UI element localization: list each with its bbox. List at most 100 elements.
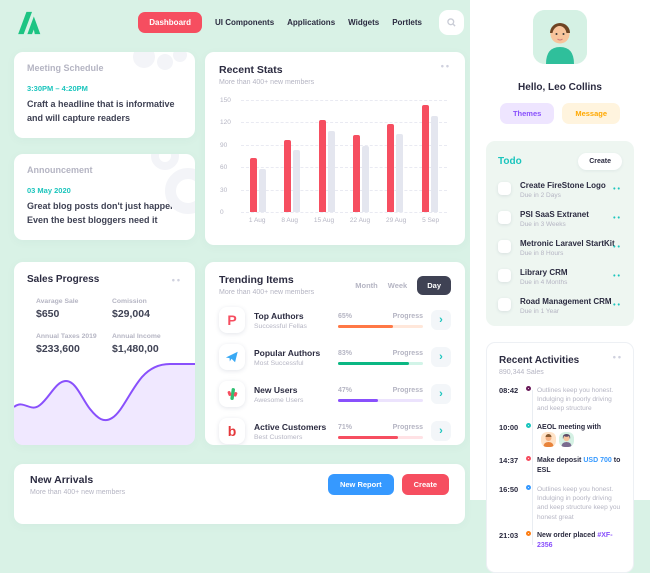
create-button[interactable]: Create [401,474,449,495]
trending-items-card: Trending Items More than 400+ new member… [205,262,465,445]
nav-item-widgets[interactable]: Widgets [348,18,380,27]
decorative-ring [151,154,179,170]
activity-item: 14:37 Make deposit USD 700 to ESL [499,456,621,475]
progress-track [338,398,423,402]
activity-item: 10:00 AEOL meeting with [499,422,623,448]
todo-item: Metronic Laravel StartKit Due in 8 Hours [498,239,622,257]
progress-track [338,435,423,439]
timeline-bullet-icon [526,485,531,491]
x-tick: 5 Sep [422,217,440,224]
new-report-button[interactable]: New Report [327,474,394,495]
sales-area-sparkline [14,363,195,445]
bar-group [387,100,404,212]
activity-timeline: 08:42 Outlines keep you honest. Indulgin… [499,386,623,551]
row-arrow-button[interactable] [431,310,451,330]
percent-label: 47% [338,386,353,394]
todo-options-icon[interactable] [613,302,620,309]
activity-item: 16:50 Outlines keep you honest. Indulgin… [499,485,621,521]
percent-label: 71% [338,423,353,431]
row-arrow-button[interactable] [431,384,451,404]
new-arrivals-card: New Arrivals More than 400+ new members … [14,464,465,524]
card-title: Trending Items [219,274,294,286]
percent-label: 65% [338,312,353,320]
bar-series [241,100,447,212]
nav-item-portlets[interactable]: Portlets [392,18,422,27]
decorative-ring [165,168,195,214]
y-tick: 60 [220,164,228,172]
nav-item-dashboard[interactable]: Dashboard [138,12,203,33]
greeting-text: Hello, Leo Collins [518,82,602,93]
search-button[interactable] [439,10,464,35]
progress-track [338,324,423,328]
todo-item: Road Management CRM Due in 1 Year [498,297,622,315]
todo-checkbox[interactable] [498,182,511,195]
bar-group [318,100,335,212]
card-title: New Arrivals [30,474,94,486]
chevron-right-icon [439,426,443,437]
card-subtitle: More than 400+ new members [219,289,315,296]
row-arrow-button[interactable] [431,421,451,441]
todo-create-button[interactable]: Create [578,153,622,170]
more-options-icon[interactable] [613,355,623,376]
todo-checkbox[interactable] [498,240,511,253]
tab-month[interactable]: Month [355,280,378,290]
attendee-avatar [541,432,556,448]
card-title: Recent Stats [219,64,283,76]
telegram-icon [219,344,245,370]
more-options-icon[interactable] [441,64,451,86]
announcement-text: Great blog posts don't just happen Even … [27,201,176,225]
card-subtitle: 890,344 Sales [499,369,544,376]
message-button[interactable]: Message [562,103,621,124]
stat-comission: Comission $29,004 [112,298,150,320]
bar-group [421,100,438,212]
todo-item: Create FireStone Logo Due in 2 Days [498,181,622,199]
y-tick: 150 [220,97,231,104]
todo-checkbox[interactable] [498,211,511,224]
bar-chart: 150 120 90 60 30 0 [220,97,447,216]
todo-options-icon[interactable] [613,186,620,193]
progress-label: Progress [392,386,423,394]
y-tick: 0 [220,209,224,216]
progress-label: Progress [392,349,423,357]
tab-day[interactable]: Day [417,275,451,295]
todo-checkbox[interactable] [498,269,511,282]
todo-card: Todo Create Create FireStone Logo Due in … [486,141,634,326]
card-title: Recent Activities [499,355,580,366]
activity-item: 08:42 Outlines keep you honest. Indulgin… [499,386,614,413]
nav-item-ui-components[interactable]: UI Components [215,18,275,27]
more-options-icon[interactable] [172,278,182,282]
nav-item-applications[interactable]: Applications [287,18,336,27]
todo-options-icon[interactable] [613,215,620,222]
brand-logo-icon [18,11,41,34]
row-subtitle: Successful Fellas [254,322,307,330]
progress-track [338,361,423,365]
progress-fill [338,361,409,365]
row-arrow-button[interactable] [431,347,451,367]
card-title: Sales Progress [27,274,100,285]
stat-annual-income: Annual Income $1,480,00 [112,333,161,355]
deposit-amount-link[interactable]: USD 700 [583,457,612,465]
card-title: Meeting Schedule [27,63,104,73]
todo-options-icon[interactable] [613,273,620,280]
todo-options-icon[interactable] [613,244,620,251]
tab-week[interactable]: Week [387,280,408,290]
right-sidebar: Hello, Leo Collins Themes Message Todo C… [470,0,650,573]
sales-progress-card: Sales Progress Avarage Sale $650 Comissi… [14,262,195,445]
todo-item: PSI SaaS Extranet Due in 3 Weeks [498,210,622,228]
trending-row-new-users: New Users Awesome Users 47% Progress [219,381,451,407]
user-profile: Hello, Leo Collins Themes Message [470,0,650,124]
x-tick: 1 Aug [248,217,266,224]
todo-checkbox[interactable] [498,298,511,311]
bar-group [353,100,370,212]
progress-fill [338,324,394,328]
top-navigation: Dashboard UI Components Applications Wid… [16,10,464,35]
row-title: Popular Authors [254,347,321,358]
bar-group [284,100,301,212]
trending-row-top-authors: P Top Authors Successful Fellas 65% Progr… [219,307,451,333]
row-subtitle: Awesome Users [254,396,304,404]
row-subtitle: Most Successful [254,359,304,367]
user-avatar [533,10,587,64]
period-tabs: Month Week Day [355,274,451,296]
stat-average-sale: Avarage Sale $650 [36,298,79,320]
themes-button[interactable]: Themes [499,103,555,124]
